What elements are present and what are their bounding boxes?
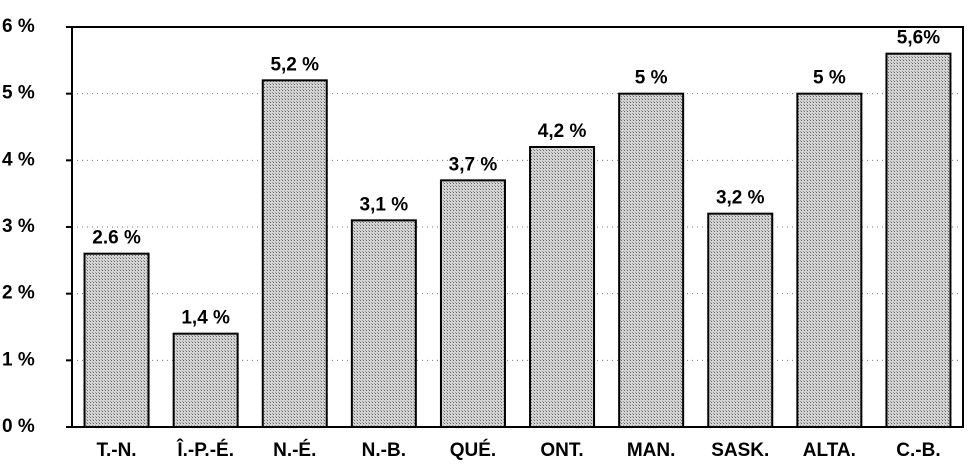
x-tick-label: T.-N. [96,440,136,461]
bar [350,219,417,428]
bar [172,332,239,428]
x-tick-label: N.-É. [273,439,316,461]
value-label: 5 % [813,68,846,89]
bar [618,92,685,429]
y-tick-label: 1 % [2,349,35,370]
value-label: 5,6% [897,28,940,49]
x-tick-label: N.-B. [362,440,406,461]
value-label: 4,2 % [538,121,587,142]
value-label: 2.6 % [92,228,141,249]
y-tick-label: 2 % [2,283,35,304]
value-label: 1,4 % [181,308,230,329]
bar [707,212,774,428]
y-tick-label: 3 % [2,216,35,237]
bar [529,146,596,428]
x-tick-label: MAN. [627,440,676,461]
y-tick-label: 5 % [2,83,35,104]
value-label: 5 % [635,68,668,89]
x-tick-label: C.-B. [896,440,940,461]
value-label: 3,7 % [449,154,498,175]
bar [796,92,863,429]
value-label: 3,2 % [716,188,765,209]
bar [439,179,506,428]
y-tick-label: 6 % [2,16,35,37]
x-tick-label: SASK. [711,440,769,461]
y-tick-label: 0 % [2,416,35,437]
x-tick-label: ONT. [540,440,583,461]
bar [885,52,952,429]
bar [261,79,328,428]
value-label: 5,2 % [270,54,319,75]
value-label: 3,1 % [360,194,409,215]
x-tick-label: QUÉ. [450,439,496,461]
y-tick-label: 4 % [2,149,35,170]
bars [83,52,952,429]
bar [83,252,150,428]
x-tick-label: Î.-P.-É. [176,439,234,461]
x-tick-label: ALTA. [803,440,856,461]
